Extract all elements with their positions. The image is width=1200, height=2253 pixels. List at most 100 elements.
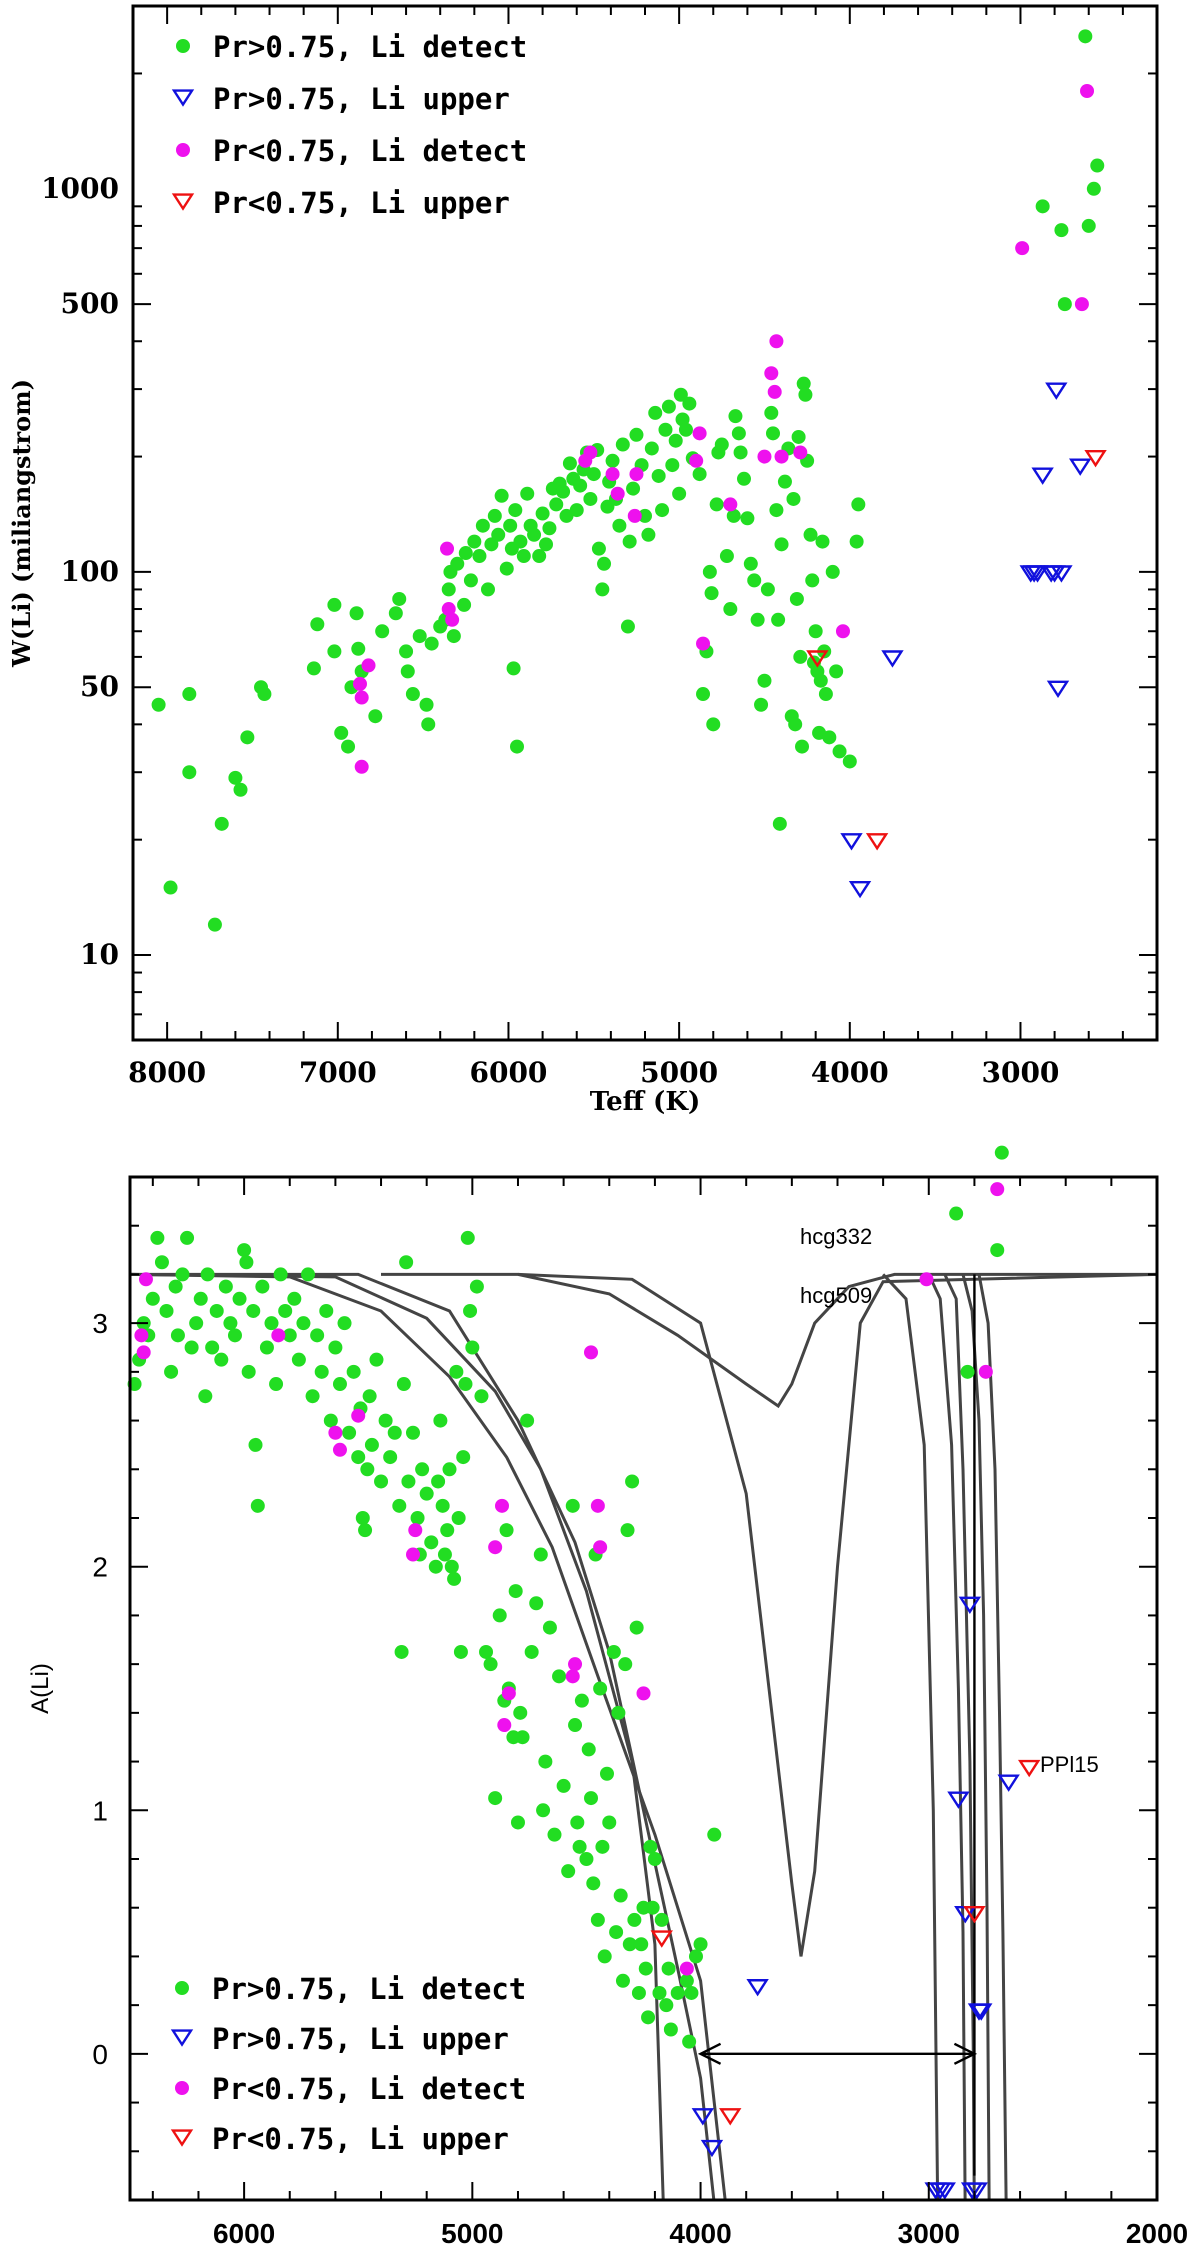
top-detection-point — [825, 564, 840, 579]
top-detection-point — [665, 458, 680, 473]
bottom-detection-point — [408, 1523, 423, 1538]
bottom-detection-point — [237, 1243, 252, 1258]
top-detection-point — [1086, 181, 1101, 196]
bottom-detection-point — [620, 1523, 635, 1538]
top-legend-marker — [176, 143, 190, 157]
bottom-y-tick-label: 3 — [92, 1308, 108, 1339]
top-detection-point — [1078, 29, 1093, 44]
bottom-detection-point — [435, 1498, 450, 1513]
top-detection-point — [622, 534, 637, 549]
bottom-plot-frame — [128, 1175, 1159, 2202]
bottom-detection-point — [631, 1985, 646, 2000]
bottom-detection-point — [688, 1949, 703, 1964]
top-detection-point — [182, 765, 197, 780]
top-detection-point — [412, 629, 427, 644]
bottom-detection-point — [469, 1279, 484, 1294]
top-detection-point — [793, 649, 808, 664]
top-detection-point — [796, 376, 811, 391]
top-detection-point — [556, 484, 571, 499]
bottom-detection-point — [145, 1291, 160, 1306]
bottom-detection-point — [515, 1730, 530, 1745]
annotation-ppl15: PPl15 — [1040, 1752, 1099, 1777]
top-detection-point — [629, 467, 644, 482]
top-detection-point — [163, 880, 178, 895]
top-detection-point — [306, 661, 321, 676]
bottom-y-axis-label: A(Li) — [27, 1663, 54, 1714]
top-detection-point — [228, 770, 243, 785]
top-detection-point — [808, 624, 823, 639]
bottom-detection-point — [460, 1230, 475, 1245]
top-detection-point — [723, 602, 738, 617]
top-detection-point — [692, 426, 707, 441]
bottom-detection-point — [606, 1644, 621, 1659]
bottom-detection-point — [170, 1328, 185, 1343]
top-detection-point — [696, 636, 711, 651]
bottom-detection-point — [198, 1389, 213, 1404]
bottom-detection-point — [572, 1839, 587, 1854]
top-legend-label: Pr<0.75, Li upper — [213, 186, 510, 220]
top-upper-limit-point — [1068, 458, 1092, 476]
top-detection-point — [644, 441, 659, 456]
bottom-model-curves — [130, 1272, 1157, 2200]
annotation-hcg509: hcg509 — [800, 1283, 872, 1308]
top-detection-point — [605, 467, 620, 482]
bottom-detection-point — [586, 1876, 601, 1891]
bottom-detection-point — [533, 1547, 548, 1562]
top-detection-point — [754, 697, 769, 712]
top-detection-point — [240, 730, 255, 745]
top-detection-point — [392, 591, 407, 606]
top-detection-point — [499, 561, 514, 576]
bottom-detection-point — [332, 1377, 347, 1392]
top-detection-point — [441, 602, 456, 617]
bottom-detection-point — [248, 1437, 263, 1452]
bottom-detection-point — [364, 1437, 379, 1452]
top-detection-point — [789, 591, 804, 606]
bottom-detection-point — [200, 1267, 215, 1282]
bottom-detection-point — [246, 1303, 261, 1318]
bottom-detection-point — [536, 1803, 551, 1818]
bottom-detection-point — [547, 1827, 562, 1842]
top-detection-point — [508, 503, 523, 518]
top-detection-point — [354, 759, 369, 774]
top-detection-point — [1057, 297, 1072, 312]
top-x-tick-label: 3000 — [981, 1056, 1059, 1089]
top-detection-point — [352, 676, 367, 691]
top-detection-point — [740, 511, 755, 526]
bottom-detection-point — [328, 1425, 343, 1440]
bottom-detection-point — [611, 1705, 626, 1720]
top-detection-point — [706, 717, 721, 732]
bottom-detection-point — [568, 1657, 583, 1672]
top-y-axis-label: W(Li) (miliangstrom) — [7, 379, 36, 668]
top-detection-point — [798, 387, 813, 402]
bottom-detection-point — [271, 1328, 286, 1343]
bottom-detection-point — [433, 1413, 448, 1428]
top-x-tick-label: 5000 — [640, 1056, 718, 1089]
bottom-detection-point — [401, 1474, 416, 1489]
bottom-detection-point — [444, 1559, 459, 1574]
top-detection-point — [327, 597, 342, 612]
top-detection-point — [774, 449, 789, 464]
bottom-detection-point — [159, 1303, 174, 1318]
bottom-legend-label: Pr<0.75, Li upper — [212, 2122, 509, 2156]
bottom-legend: Pr>0.75, Li detect Pr>0.75, Li upper Pr<0.… — [170, 1972, 526, 2156]
bottom-detection-point — [645, 1900, 660, 1915]
top-detection-point — [549, 497, 564, 512]
bottom-detection-point — [661, 1961, 676, 1976]
bottom-detection-point — [396, 1377, 411, 1392]
bottom-detection-point — [641, 2010, 656, 2025]
top-detection-point — [813, 673, 828, 688]
bottom-detection-point — [590, 1498, 605, 1513]
top-detection-point — [771, 612, 786, 627]
bottom-detection-point — [351, 1450, 366, 1465]
bottom-detection-point — [682, 2034, 697, 2049]
bottom-detection-point — [175, 1267, 190, 1282]
bottom-detection-point — [474, 1389, 489, 1404]
top-detection-point — [591, 541, 606, 556]
bottom-detection-point — [415, 1462, 430, 1477]
top-legend-label: Pr<0.75, Li detect — [213, 134, 527, 168]
bottom-detection-point — [282, 1328, 297, 1343]
bottom-upper-limit-point — [691, 2108, 715, 2126]
top-detection-point — [233, 782, 248, 797]
top-panel: 8000 7000 6000 5000 4000 3000 10 50 100 500 1000 P… — [7, 4, 1159, 1117]
bottom-upper-limit-point — [970, 2003, 993, 2021]
